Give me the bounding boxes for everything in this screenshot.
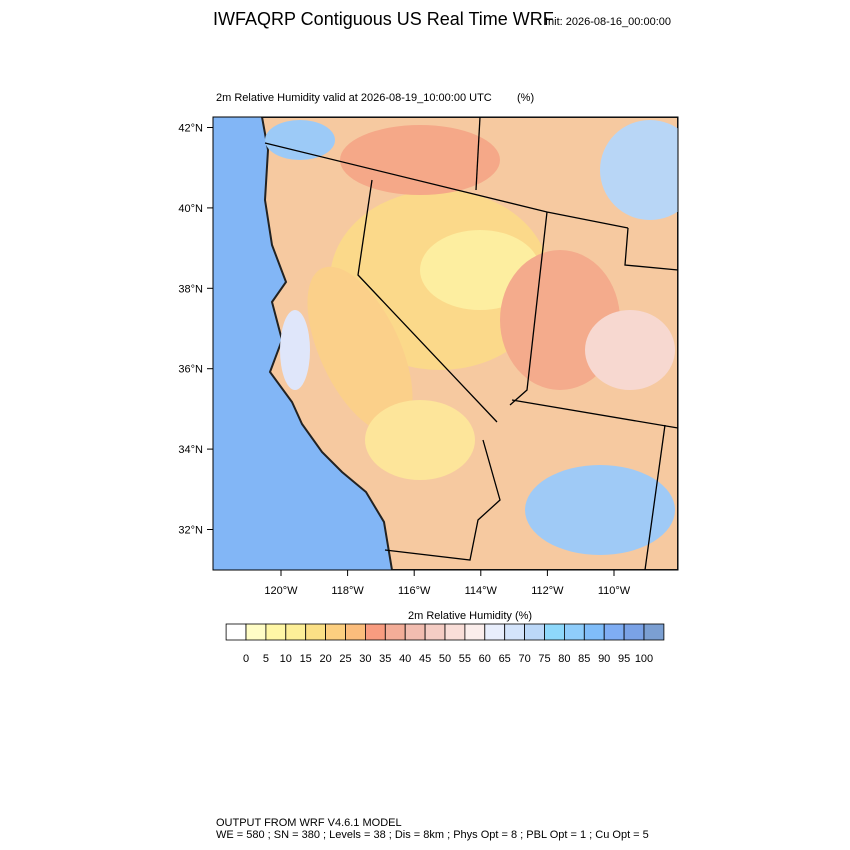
title: IWFAQRP Contiguous US Real Time WRF — [213, 9, 554, 29]
colorbar-label: 75 — [538, 653, 550, 665]
colorbar-box — [285, 623, 307, 641]
lat-label: 34°N — [178, 444, 203, 456]
colorbar-label: 65 — [499, 653, 511, 665]
colorbar-box — [345, 623, 366, 641]
colorbar-label: 15 — [300, 653, 312, 665]
colorbar-label: 10 — [280, 653, 292, 665]
colorbar-label: 20 — [319, 653, 331, 665]
colorbar-label: 30 — [359, 653, 371, 665]
colorbar-label: 50 — [439, 653, 451, 665]
colorbar-box — [444, 623, 466, 641]
colorbar-title: 2m Relative Humidity (%) — [408, 610, 532, 622]
colorbar-label: 70 — [518, 653, 530, 665]
colorbar-label: 85 — [578, 653, 590, 665]
lon-label: 110°W — [598, 585, 631, 597]
colorbar-label: 25 — [339, 653, 351, 665]
units: (%) — [517, 92, 534, 104]
colorbar-box — [225, 623, 247, 641]
colorbar-box — [504, 623, 526, 641]
lon-label: 116°W — [398, 585, 431, 597]
colorbar-label: 90 — [598, 653, 610, 665]
colorbar-box — [564, 623, 585, 641]
colorbar-label: 5 — [263, 653, 269, 665]
lon-label: 114°W — [465, 585, 498, 597]
colorbar-box — [544, 623, 565, 641]
map-frame — [212, 116, 679, 571]
lon-label: 112°W — [531, 585, 564, 597]
colorbar-box — [524, 623, 545, 641]
lat-label: 42°N — [178, 123, 203, 135]
lat-label: 40°N — [178, 203, 203, 215]
colorbar-box — [424, 623, 446, 641]
colorbar-box — [245, 623, 267, 641]
colorbar-label: 45 — [419, 653, 431, 665]
map — [213, 117, 678, 570]
colorbar-box — [623, 623, 645, 641]
colorbar-box — [643, 623, 665, 641]
subtitle: 2m Relative Humidity valid at 2026-08-19… — [216, 92, 492, 104]
colorbar-box — [305, 623, 327, 641]
lat-label: 32°N — [178, 525, 203, 537]
colorbar-label: 95 — [618, 653, 630, 665]
colorbar-label: 100 — [635, 653, 653, 665]
colorbar-box — [484, 623, 506, 641]
colorbar-box — [583, 623, 605, 641]
colorbar-box — [384, 623, 406, 641]
colorbar-box — [364, 623, 386, 641]
colorbar-label: 0 — [243, 653, 249, 665]
colorbar-box — [464, 623, 486, 641]
colorbar-label: 80 — [558, 653, 570, 665]
lon-label: 120°W — [264, 585, 298, 597]
colorbar: 0 5 10 15 20 25 30 35 40 45 50 55 60 65 70 75 80 85 90 95 10… — [225, 623, 665, 665]
init-time: Init: 2026-08-16_00:00:00 — [545, 16, 671, 28]
colorbar-box — [325, 623, 346, 641]
footer-line: WE = 580 ; SN = 380 ; Levels = 38 ; Dis … — [216, 829, 649, 841]
footer-line: OUTPUT FROM WRF V4.6.1 MODEL — [216, 817, 402, 829]
colorbar-box — [265, 623, 287, 641]
colorbar-box — [603, 623, 625, 641]
lat-label: 36°N — [178, 364, 203, 376]
colorbar-label: 40 — [399, 653, 411, 665]
lon-label: 118°W — [331, 585, 364, 597]
colorbar-label: 55 — [459, 653, 471, 665]
colorbar-label: 60 — [479, 653, 491, 665]
lat-label: 38°N — [178, 283, 203, 295]
colorbar-label: 35 — [379, 653, 391, 665]
colorbar-box — [404, 623, 426, 641]
